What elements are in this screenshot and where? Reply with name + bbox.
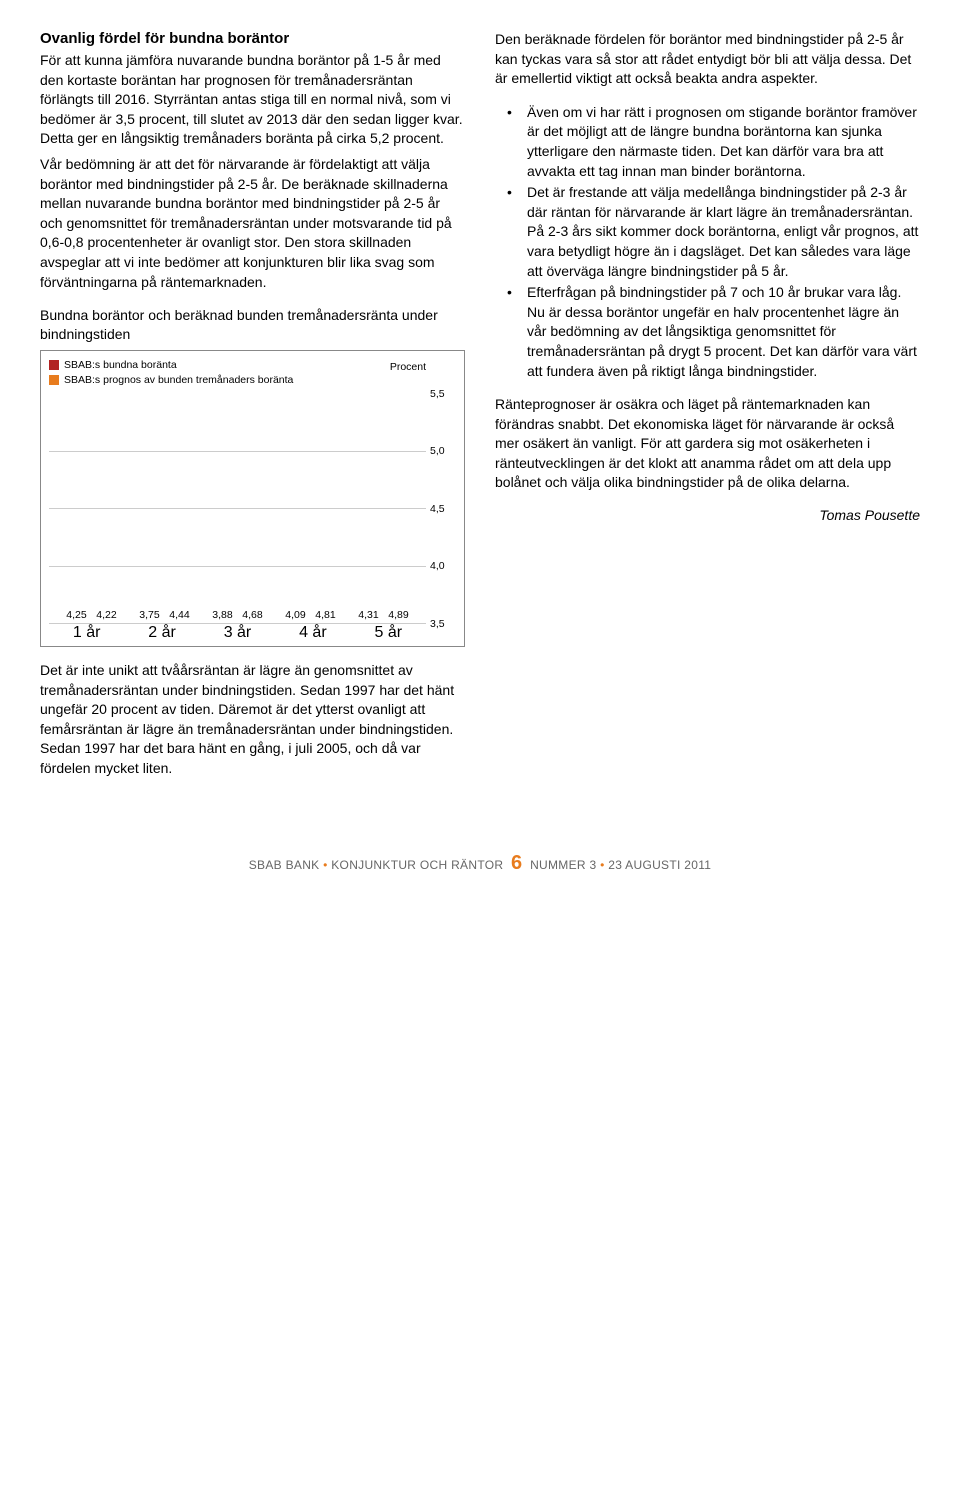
chart-xtick: 2 år [148,624,176,642]
chart-xtick: 3 år [224,624,252,642]
chart-bar-value: 4,22 [96,609,116,621]
legend-swatch-orange [49,375,59,385]
right-p1: Den beräknade fördelen för boräntor med … [495,30,920,89]
legend-swatch-red [49,360,59,370]
chart-bars-area: 4,25 4,22 3,75 4,44 3,88 4,68 4,09 4,81 4,31 4,89 [49,394,426,624]
chart-title: Bundna boräntor och beräknad bunden trem… [40,306,465,344]
legend-label-1: SBAB:s bundna boränta [64,359,177,371]
chart-bar-value: 4,09 [285,609,305,621]
chart-ytick: 5,5 [430,388,445,400]
chart-container: Procent SBAB:s bundna boränta SBAB:s pro… [40,350,465,647]
legend-label-2: SBAB:s prognos av bunden tremånaders bor… [64,374,293,386]
chart-bar-value: 4,44 [169,609,189,621]
chart-xtick: 4 år [299,624,327,642]
left-p1: För att kunna jämföra nuvarande bundna b… [40,51,465,149]
chart-gridline [49,623,426,624]
right-p2: Ränteprognoser är osäkra och läget på rä… [495,395,920,493]
footer-section: KONJUNKTUR OCH RÄNTOR [331,858,503,872]
left-heading: Ovanlig fördel för bundna boräntor [40,30,465,47]
chart-bar-value: 4,25 [66,609,86,621]
chart-ytick: 4,5 [430,503,445,515]
chart-unit-label: Procent [390,361,426,373]
chart-gridline [49,508,426,509]
chart-ytick: 5,0 [430,445,445,457]
chart-xtick: 5 år [374,624,402,642]
chart-xtick: 1 år [73,624,101,642]
chart-plot: 4,25 4,22 3,75 4,44 3,88 4,68 4,09 4,81 4,31 4,89… [49,394,456,624]
left-p2: Vår bedömning är att det för närvarande … [40,155,465,292]
chart-yaxis: 5,55,04,54,03,5 [426,394,456,624]
chart-bar-value: 4,31 [358,609,378,621]
bullet-list: Även om vi har rätt i prognosen om stiga… [495,103,920,381]
author-name: Tomas Pousette [495,507,920,523]
chart-bar-value: 4,68 [242,609,262,621]
chart-ytick: 4,0 [430,560,445,572]
footer-dot2: • [596,858,608,872]
footer-brand: SBAB BANK [249,858,320,872]
chart-gridline [49,566,426,567]
chart-ytick: 3,5 [430,618,445,630]
page-footer: SBAB BANK • KONJUNKTUR OCH RÄNTOR 6 NUMM… [40,852,920,875]
left-p3: Det är inte unikt att tvåårsräntan är lä… [40,661,465,779]
chart-bar-value: 3,88 [212,609,232,621]
chart-bar-value: 3,75 [139,609,159,621]
chart-bar-value: 4,81 [315,609,335,621]
bullet-3: Efterfrågan på bindningstider på 7 och 1… [495,283,920,381]
footer-issue: NUMMER 3 [530,858,596,872]
footer-dot1: • [319,858,331,872]
footer-date: 23 AUGUSTI 2011 [608,858,711,872]
chart-bar-value: 4,89 [388,609,408,621]
chart-xaxis: 1 år 2 år 3 år 4 år 5 år [49,624,426,642]
bullet-2: Det är frestande att välja medellånga bi… [495,183,920,281]
chart-gridline [49,451,426,452]
bullet-1: Även om vi har rätt i prognosen om stiga… [495,103,920,181]
footer-page-number: 6 [507,852,526,874]
